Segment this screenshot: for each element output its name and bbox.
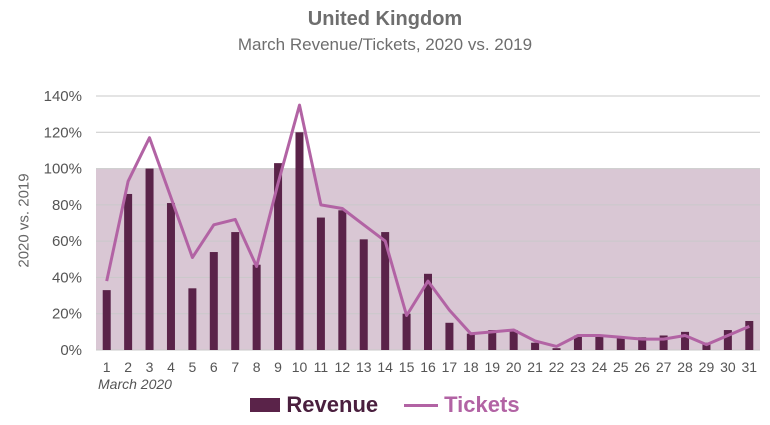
revenue-bar bbox=[681, 331, 690, 350]
y-tick-label: 60% bbox=[52, 233, 82, 250]
revenue-bar bbox=[124, 193, 133, 350]
y-axis-ticks: 0% 20% 40% 60% 80% 100% 120% 140% bbox=[44, 88, 82, 359]
y-tick-label: 100% bbox=[44, 161, 82, 178]
x-tick-label: 17 bbox=[442, 359, 458, 375]
revenue-bar bbox=[659, 335, 668, 350]
x-tick-label: 23 bbox=[570, 359, 586, 375]
y-tick-label: 0% bbox=[60, 342, 82, 359]
legend-label-revenue: Revenue bbox=[286, 392, 379, 417]
revenue-bar bbox=[188, 288, 197, 350]
x-tick-label: 9 bbox=[274, 359, 282, 375]
x-tick-label: 22 bbox=[549, 359, 565, 375]
legend-item-tickets: Tickets bbox=[404, 392, 520, 418]
chart-title: United Kingdom bbox=[307, 8, 463, 30]
revenue-bar bbox=[316, 217, 325, 350]
x-axis-ticks: 1 2 3 4 5 6 7 8 9 10 11 12 13 14 15 16 17 18 19 20 21 22 23 24 2… bbox=[103, 359, 757, 375]
x-tick-label: 29 bbox=[699, 359, 715, 375]
revenue-bar bbox=[595, 335, 604, 350]
revenue-bar bbox=[552, 348, 561, 350]
x-tick-label: 31 bbox=[742, 359, 758, 375]
revenue-bar bbox=[274, 163, 283, 350]
revenue-bar bbox=[573, 335, 582, 350]
legend-item-revenue: Revenue bbox=[250, 392, 378, 418]
x-tick-label: 27 bbox=[656, 359, 672, 375]
revenue-bar bbox=[466, 333, 475, 350]
revenue-bar bbox=[145, 168, 154, 350]
x-tick-label: 1 bbox=[103, 359, 111, 375]
x-tick-label: 11 bbox=[314, 359, 329, 375]
revenue-bar bbox=[702, 342, 711, 350]
revenue-bar bbox=[424, 273, 432, 350]
x-tick-label: 2 bbox=[124, 359, 132, 375]
x-tick-label: 4 bbox=[167, 359, 175, 375]
legend-swatch-revenue bbox=[250, 398, 281, 412]
revenue-bar bbox=[445, 322, 454, 350]
x-tick-label: 12 bbox=[335, 359, 351, 375]
x-tick-label: 19 bbox=[484, 359, 500, 375]
revenue-bar bbox=[638, 337, 647, 350]
legend-swatch-tickets bbox=[404, 403, 439, 407]
x-tick-label: 24 bbox=[592, 359, 608, 375]
x-tick-label: 21 bbox=[527, 359, 543, 375]
x-tick-label: 13 bbox=[356, 359, 372, 375]
revenue-bar bbox=[723, 330, 732, 350]
revenue-bar bbox=[209, 252, 218, 350]
legend-label-tickets: Tickets bbox=[444, 392, 520, 417]
x-tick-label: 6 bbox=[210, 359, 218, 375]
x-tick-label: 25 bbox=[613, 359, 629, 375]
revenue-bar bbox=[231, 232, 240, 350]
y-tick-label: 40% bbox=[52, 269, 82, 286]
chart-subtitle: March Revenue/Tickets, 2020 vs. 2019 bbox=[237, 35, 533, 54]
x-tick-label: 18 bbox=[463, 359, 479, 375]
y-tick-label: 20% bbox=[52, 306, 82, 323]
x-tick-label: 16 bbox=[420, 359, 436, 375]
y-tick-label: 80% bbox=[52, 197, 82, 214]
revenue-bar bbox=[745, 320, 754, 350]
x-tick-label: 3 bbox=[146, 359, 154, 375]
revenue-bar bbox=[338, 210, 347, 350]
revenue-bar bbox=[166, 203, 175, 350]
revenue-bar bbox=[252, 264, 261, 350]
x-tick-label: 10 bbox=[292, 359, 308, 375]
revenue-bar bbox=[402, 313, 411, 350]
x-tick-label: 28 bbox=[677, 359, 693, 375]
y-axis-label: 2020 vs. 2019 bbox=[15, 173, 33, 268]
x-tick-label: 5 bbox=[188, 359, 196, 375]
x-tick-label: 26 bbox=[634, 359, 650, 375]
revenue-bar bbox=[488, 330, 497, 350]
legend: Revenue Tickets bbox=[0, 392, 770, 418]
y-tick-label: 120% bbox=[44, 124, 82, 141]
x-tick-label: 15 bbox=[399, 359, 415, 375]
tickets-line bbox=[105, 103, 750, 348]
x-axis-label: March 2020 bbox=[98, 376, 172, 392]
y-tick-label: 140% bbox=[44, 88, 82, 105]
revenue-bar bbox=[359, 239, 368, 350]
x-tick-label: 30 bbox=[720, 359, 736, 375]
revenue-bar bbox=[381, 232, 390, 350]
x-tick-label: 20 bbox=[506, 359, 522, 375]
revenue-bars bbox=[102, 132, 754, 350]
revenue-bar bbox=[531, 342, 540, 350]
revenue-bar bbox=[102, 290, 111, 350]
x-tick-label: 8 bbox=[253, 359, 261, 375]
revenue-bar bbox=[509, 330, 518, 350]
x-tick-label: 14 bbox=[377, 359, 393, 375]
x-tick-label: 7 bbox=[231, 359, 239, 375]
revenue-bar bbox=[616, 337, 625, 350]
revenue-bar bbox=[295, 132, 304, 350]
